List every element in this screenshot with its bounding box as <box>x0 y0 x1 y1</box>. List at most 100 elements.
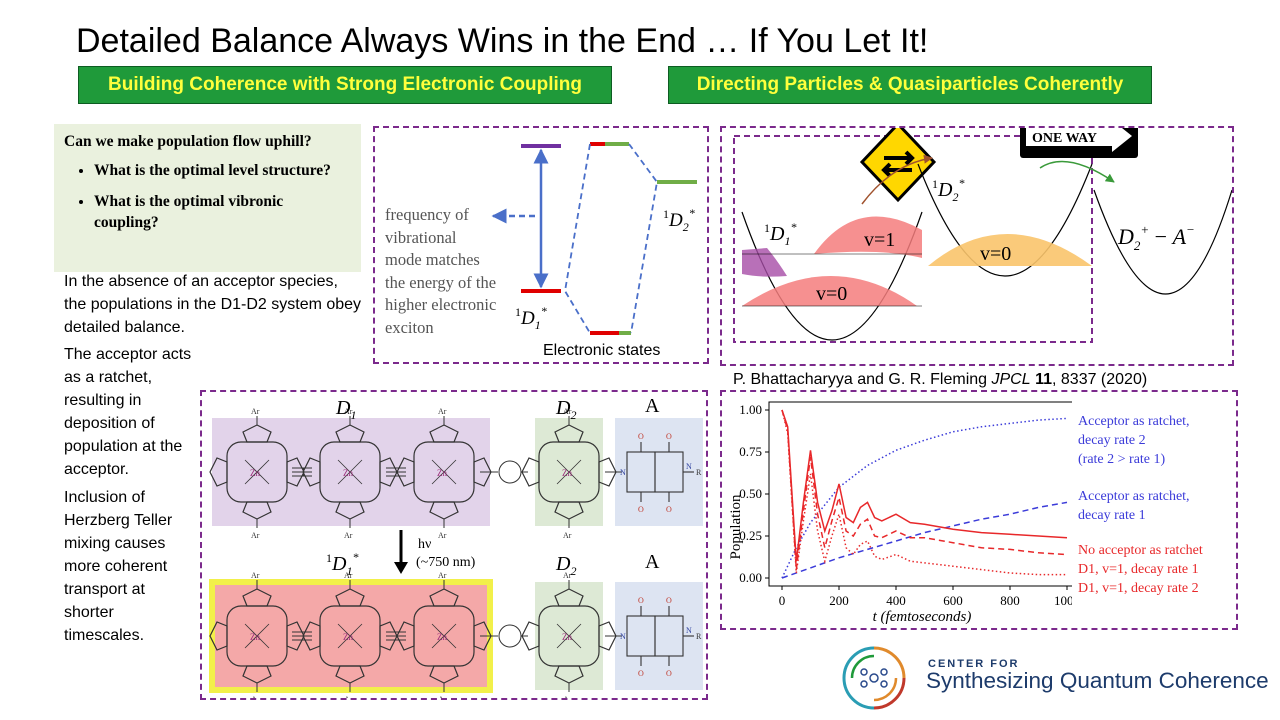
x-tick-label: 800 <box>1000 593 1020 608</box>
x-tick-label: 600 <box>943 593 963 608</box>
potential-surfaces: ONE WAY 1D1* v=1 v=0 v=0 1D2* D2+ − A− <box>733 128 1232 343</box>
svg-text:Ar: Ar <box>344 407 353 416</box>
d1-label-energy: 1D1* <box>515 304 547 332</box>
d1-excited-label-bottom: 1D1* <box>326 550 358 578</box>
logo-line2: Synthesizing Quantum Coherence <box>926 668 1269 693</box>
d2-label-top: D2 <box>555 397 576 422</box>
banner-right: Directing Particles & Quasiparticles Coh… <box>668 66 1152 104</box>
svg-text:R: R <box>696 468 702 477</box>
series-line <box>781 409 1067 576</box>
mixing-dashes <box>564 143 658 334</box>
alkyne-linkers <box>292 460 622 648</box>
svg-text:Zn: Zn <box>250 468 260 478</box>
d2-label-energy: 1D2* <box>663 206 695 234</box>
paragraph-ratchet: The acceptor acts as a ratchet, resultin… <box>64 346 192 478</box>
svg-text:N: N <box>620 632 626 641</box>
banner-left: Building Coherence with Strong Electroni… <box>78 66 612 104</box>
molecule-panel: O O O O O O O O N N N N R R Zn Zn Zn Zn Zn Zn Zn Zn A… <box>200 390 708 700</box>
svg-text:Ar: Ar <box>563 695 572 698</box>
svg-text:Zn: Zn <box>343 468 353 478</box>
csqc-logo-icon <box>842 646 906 710</box>
d1-v1-lobe-right <box>814 216 922 258</box>
x-tick-label: 400 <box>886 593 906 608</box>
svg-text:Ar: Ar <box>438 531 447 540</box>
svg-text:Zn: Zn <box>250 632 260 642</box>
svg-text:O: O <box>666 669 672 678</box>
wavelength-label: (~750 nm) <box>416 555 476 570</box>
x-tick-label: 0 <box>779 593 786 608</box>
svg-text:Zn: Zn <box>562 468 572 478</box>
svg-text:O: O <box>638 432 644 441</box>
svg-text:N: N <box>620 468 626 477</box>
question-item: What is the optimal vibronic coupling? <box>94 192 351 234</box>
svg-text:Zn: Zn <box>343 632 353 642</box>
electronic-states-caption: Electronic states <box>543 342 661 359</box>
question-heading: Can we make population flow uphill? <box>64 133 312 150</box>
d2-label-bottom: D2 <box>555 553 576 578</box>
y-tick-label: 1.00 <box>739 402 762 417</box>
d2-label-potential: 1D2* <box>932 176 964 204</box>
transfer-arrow-d1-d2 <box>861 154 933 205</box>
citation-journal: JPCL <box>991 371 1031 388</box>
legend-entry: Acceptor as ratchet, decay rate 2 (rate … <box>1078 414 1190 467</box>
y-axis-label: Population <box>728 494 744 560</box>
series-line <box>781 501 1068 579</box>
question-item: What is the optimal level structure? <box>94 161 351 182</box>
v0-label-left: v=0 <box>816 283 847 305</box>
svg-text:ONE WAY: ONE WAY <box>1032 131 1097 146</box>
series-line <box>781 409 1068 570</box>
d1-label-potential: 1D1* <box>764 220 796 248</box>
svg-text:O: O <box>638 505 644 514</box>
d2-potential-curve <box>917 163 1093 277</box>
citation-authors: P. Bhattacharyya and G. R. Fleming <box>733 371 992 388</box>
page-title: Detailed Balance Always Wins in the End … <box>76 22 929 60</box>
svg-text:O: O <box>666 432 672 441</box>
v0-label-right: v=0 <box>980 243 1011 265</box>
yield-sign-icon <box>859 128 937 203</box>
svg-text:N: N <box>686 462 692 471</box>
citation-volume: 11 <box>1035 371 1052 388</box>
x-tick-label: 200 <box>829 593 849 608</box>
svg-text:Ar: Ar <box>438 407 447 416</box>
v1-label: v=1 <box>864 229 895 251</box>
series-line <box>781 417 1068 579</box>
svg-text:Ar: Ar <box>251 407 260 416</box>
svg-text:N: N <box>686 626 692 635</box>
acceptor-label-top: A <box>645 395 660 417</box>
svg-text:Zn: Zn <box>437 468 447 478</box>
y-tick-label: 0.50 <box>739 486 762 501</box>
svg-text:Ar: Ar <box>563 531 572 540</box>
svg-text:Ar: Ar <box>344 531 353 540</box>
acceptor-label-bottom: A <box>645 551 660 573</box>
legend-entry: No acceptor as ratchet D1, v=1, decay ra… <box>1078 543 1203 596</box>
svg-text:Ar: Ar <box>563 407 572 416</box>
svg-text:Ar: Ar <box>251 531 260 540</box>
d2-v0-wavepacket <box>928 234 1092 266</box>
svg-text:Ar: Ar <box>251 695 260 698</box>
svg-text:R: R <box>696 632 702 641</box>
y-tick-label: 0.75 <box>739 444 762 459</box>
potential-surfaces-panel: ONE WAY 1D1* v=1 v=0 v=0 1D2* D2+ − A− <box>720 126 1234 366</box>
logo-line1: CENTER FOR <box>928 658 1020 670</box>
ct-potential-curve <box>1093 189 1232 295</box>
ct-label: D2+ − A− <box>1117 222 1195 253</box>
d1-v1-lobe-left <box>742 248 787 277</box>
question-box: Can we make population flow uphill? What… <box>54 124 361 272</box>
svg-text:Ar: Ar <box>438 695 447 698</box>
svg-text:Zn: Zn <box>437 632 447 642</box>
svg-text:O: O <box>638 669 644 678</box>
citation: P. Bhattacharyya and G. R. Fleming JPCL … <box>733 371 1147 389</box>
d1-label-top: D1 <box>335 397 356 422</box>
svg-text:Ar: Ar <box>251 571 260 580</box>
svg-text:O: O <box>666 596 672 605</box>
svg-text:Ar: Ar <box>563 571 572 580</box>
paragraph-herzberg-teller: Inclusion of Herzberg Teller mixing caus… <box>64 489 173 644</box>
energy-level-diagram: 1D1* 1D2* <box>491 142 697 335</box>
vibrational-mode-text: frequency of vibrational mode matches th… <box>385 205 497 337</box>
acceptor-ndi <box>626 442 694 666</box>
svg-text:O: O <box>666 505 672 514</box>
one-way-sign-icon: ONE WAY <box>1020 128 1138 158</box>
